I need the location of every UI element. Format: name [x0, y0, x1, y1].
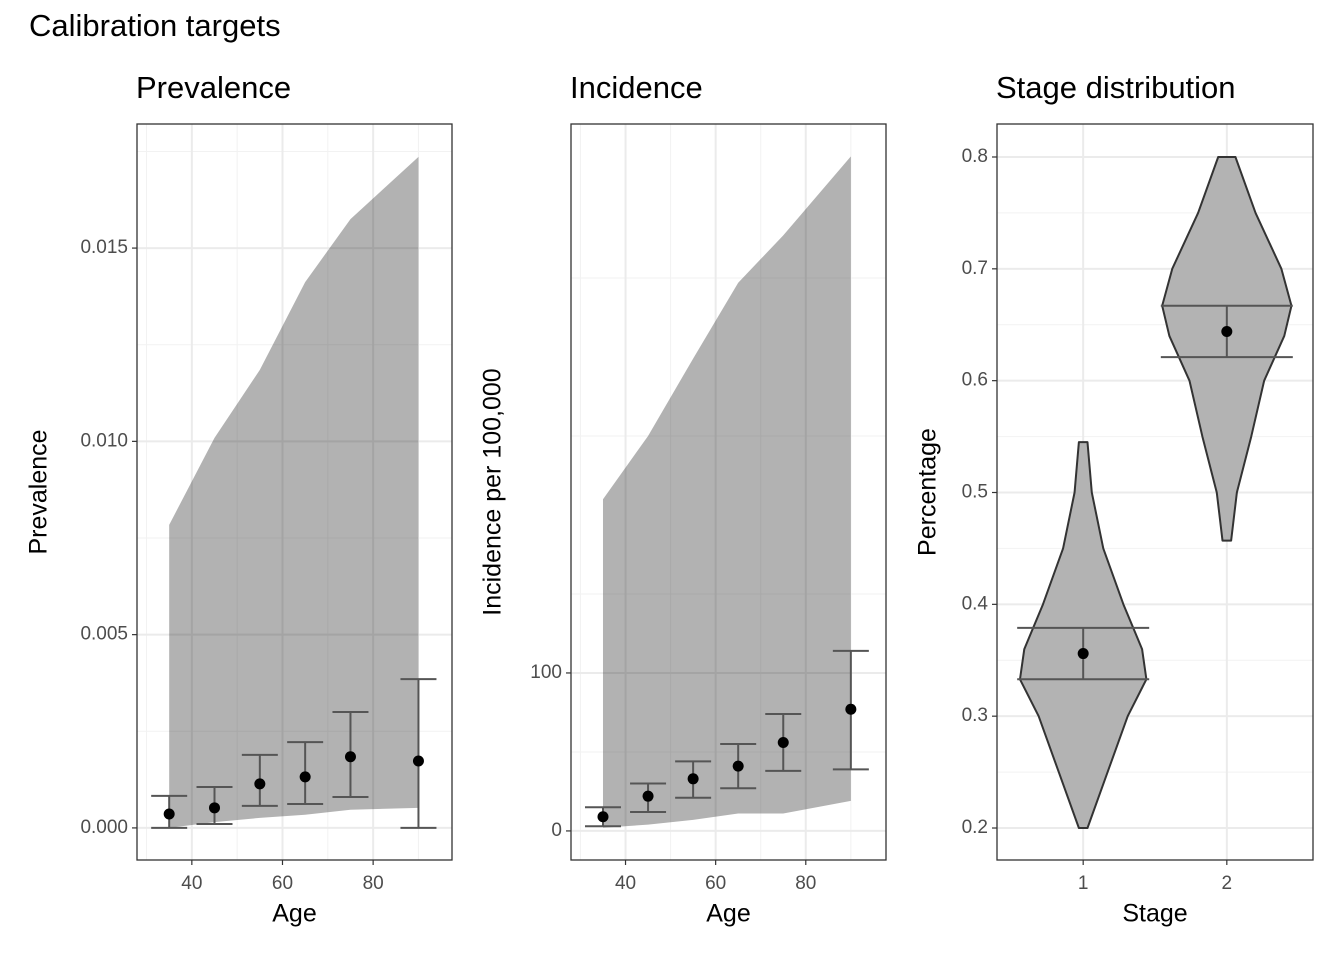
panel-background: [571, 124, 886, 860]
point: [254, 778, 266, 790]
x-axis-label: Stage: [1122, 900, 1187, 928]
x-tick-label: 1: [1078, 873, 1089, 894]
y-tick-label: 0.3: [962, 705, 988, 726]
y-tick-label: 0.6: [962, 370, 988, 391]
point: [209, 802, 221, 814]
x-axis-label: Age: [706, 900, 750, 928]
y-tick-label: 0.2: [962, 817, 988, 838]
x-tick-label: 60: [272, 873, 293, 894]
ribbon: [169, 156, 419, 828]
x-tick-label: 40: [181, 873, 202, 894]
point: [777, 736, 789, 748]
y-tick-label: 0.005: [80, 624, 128, 645]
point: [687, 773, 699, 785]
point: [163, 808, 175, 820]
y-tick-label: 0.8: [962, 146, 988, 167]
panel-title: Prevalence: [136, 70, 291, 105]
panel-border: [996, 123, 1314, 861]
point: [299, 771, 311, 783]
y-tick-label: 0.000: [80, 817, 128, 838]
y-tick-label: 0: [551, 820, 562, 841]
y-tick-label: 0.010: [80, 430, 128, 451]
figure-title: Calibration targets: [29, 8, 281, 43]
y-axis-label: Incidence per 100,000: [479, 368, 507, 615]
panel: 0 100 40 60 80 Incidence Age Incidence per 100,…: [479, 70, 887, 928]
x-tick-label: 80: [795, 873, 816, 894]
panel: 0.000 0.005 0.010 0.015 40 60 80 Prevalence Age P…: [25, 70, 453, 928]
y-axis-label: Percentage: [914, 428, 942, 556]
panel: 0.2 0.3 0.4 0.5 0.6 0.7 0.8 1 2 Stage distributio…: [914, 70, 1314, 928]
y-tick-label: 0.4: [962, 593, 989, 614]
y-tick-label: 0.015: [80, 237, 128, 258]
x-tick-label: 40: [615, 873, 636, 894]
ribbon: [602, 156, 851, 828]
x-tick-label: 2: [1222, 873, 1233, 894]
point: [344, 751, 356, 763]
panel-border: [136, 123, 453, 861]
y-tick-label: 0.7: [962, 258, 988, 279]
panel-title: Incidence: [570, 70, 703, 105]
panel-border: [570, 123, 887, 861]
x-axis-label: Age: [272, 900, 316, 928]
point: [412, 755, 424, 767]
point: [732, 760, 744, 772]
point: [1221, 325, 1233, 337]
point: [597, 811, 609, 823]
point: [1077, 648, 1089, 660]
x-tick-label: 80: [363, 873, 384, 894]
point: [642, 790, 654, 802]
y-tick-label: 0.5: [962, 482, 988, 503]
panel-title: Stage distribution: [996, 70, 1236, 105]
y-tick-label: 100: [530, 662, 562, 683]
y-axis-label: Prevalence: [25, 429, 53, 554]
point: [845, 703, 857, 715]
panel-background: [137, 124, 452, 860]
x-tick-label: 60: [705, 873, 726, 894]
